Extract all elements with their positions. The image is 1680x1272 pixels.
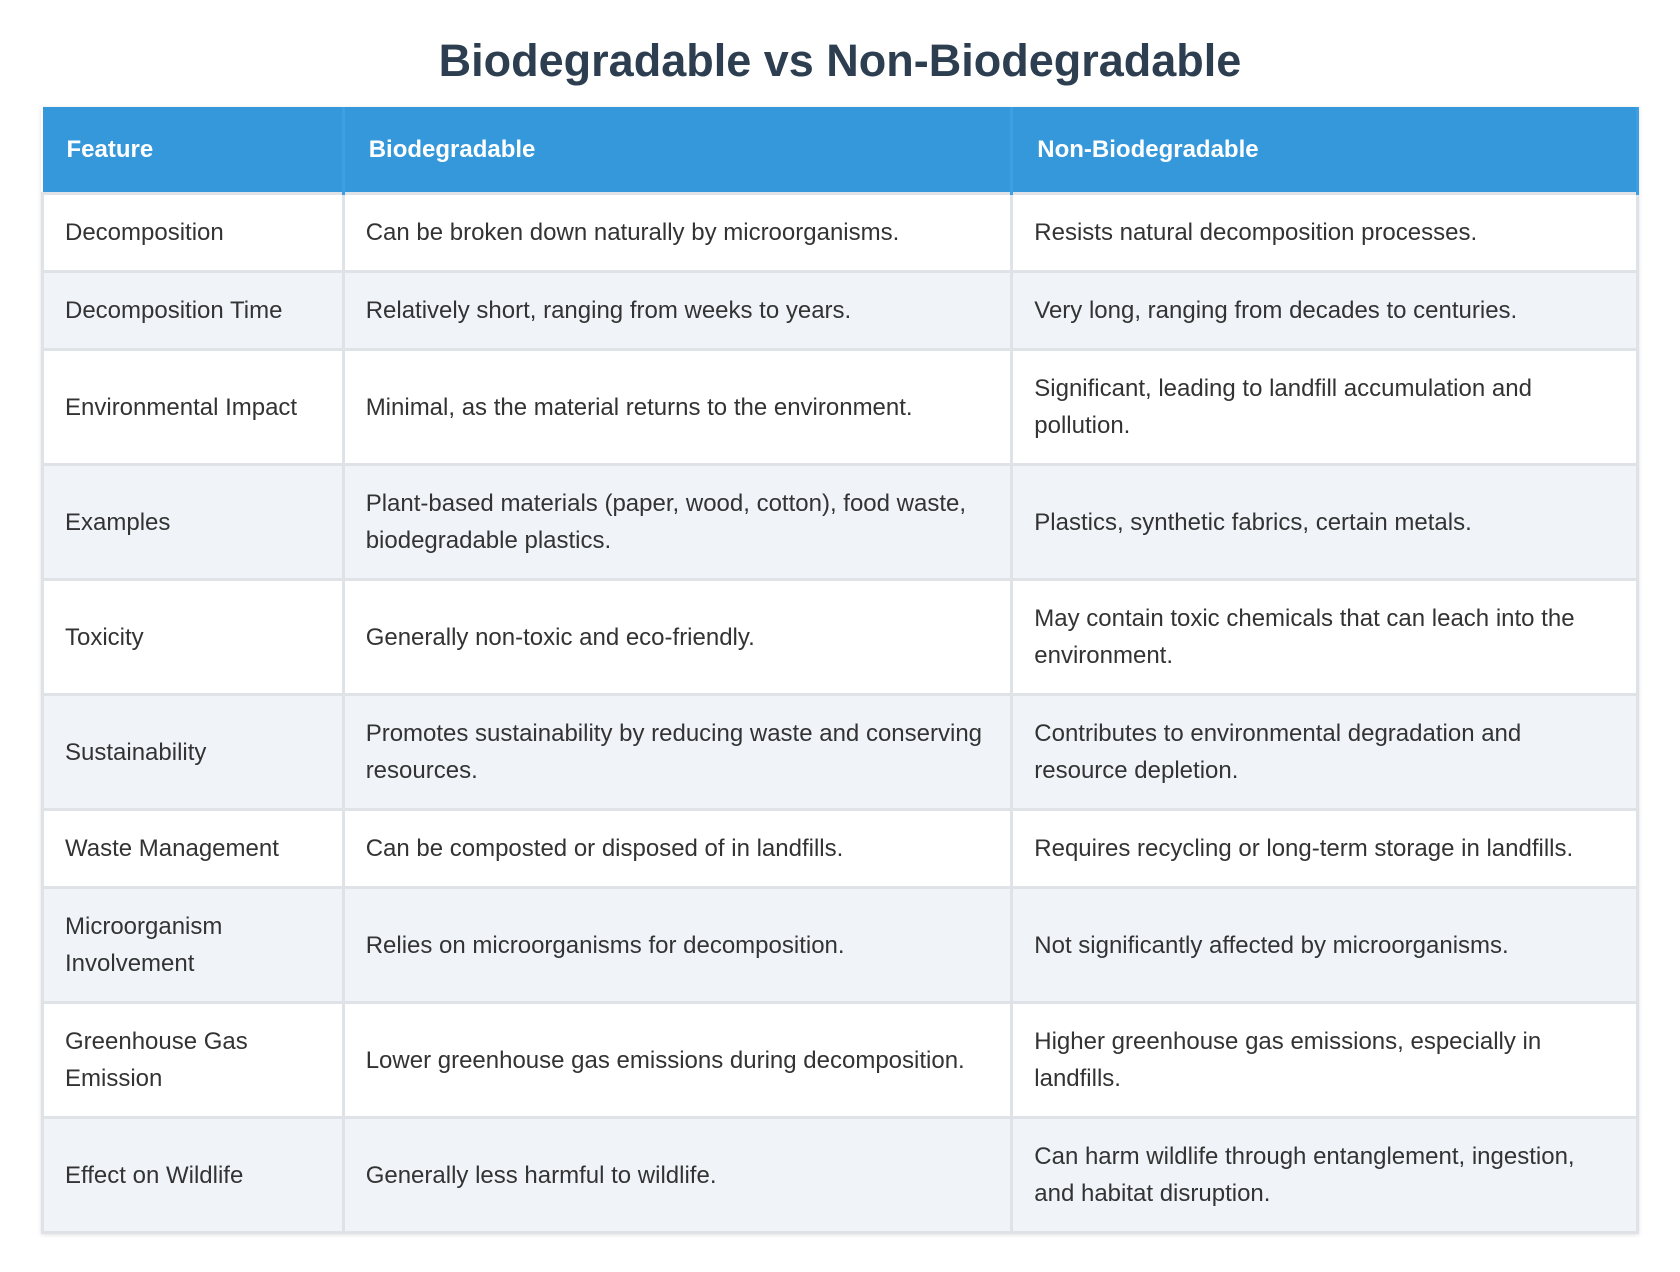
feature-cell: Waste Management <box>41 808 345 889</box>
feature-cell: Toxicity <box>41 578 345 696</box>
table-row: Examples Plant-based materials (paper, wo… <box>41 463 1639 581</box>
column-header: Feature <box>42 107 345 194</box>
page-title: Biodegradable vs Non-Biodegradable <box>438 35 1242 86</box>
feature-cell: Microorganism Involvement <box>41 886 345 1004</box>
column-header: Biodegradable <box>343 107 1014 194</box>
feature-cell: Environmental Impact <box>41 348 345 466</box>
table-cell: Can harm wildlife through entanglement, … <box>1010 1116 1639 1234</box>
table-cell: Relies on microorganisms for decompositi… <box>341 886 1014 1004</box>
column-header: Non-Biodegradable <box>1011 107 1639 194</box>
table-cell: Plastics, synthetic fabrics, certain met… <box>1010 463 1639 581</box>
table-cell: Contributes to environmental degradation… <box>1010 693 1639 811</box>
table-row: Decomposition Can be broken down naturall… <box>41 192 1639 273</box>
table-cell: Relatively short, ranging from weeks to … <box>341 270 1014 351</box>
table-cell: Very long, ranging from decades to centu… <box>1010 270 1639 351</box>
feature-cell: Decomposition Time <box>41 270 345 351</box>
table-cell: Can be broken down naturally by microorg… <box>341 192 1014 273</box>
table-row: Microorganism Involvement Relies on micro… <box>41 886 1639 1004</box>
table-cell: Higher greenhouse gas emissions, especia… <box>1010 1001 1639 1119</box>
table-cell: Lower greenhouse gas emissions during de… <box>341 1001 1014 1119</box>
feature-cell: Examples <box>41 463 345 581</box>
feature-cell: Decomposition <box>41 192 345 273</box>
table-cell: Promotes sustainability by reducing wast… <box>341 693 1014 811</box>
table-row: Environmental Impact Minimal, as the mate… <box>41 348 1639 466</box>
table-cell: Not significantly affected by microorgan… <box>1010 886 1639 1004</box>
table-row: Decomposition Time Relatively short, rang… <box>41 270 1639 351</box>
table-cell: Can be composted or disposed of in landf… <box>341 808 1014 889</box>
feature-cell: Greenhouse Gas Emission <box>41 1001 345 1119</box>
feature-cell: Sustainability <box>41 693 345 811</box>
table-cell: Generally non-toxic and eco-friendly. <box>341 578 1014 696</box>
header-row: Feature Biodegradable Non-Biodegradable <box>42 107 1639 194</box>
table-row: Toxicity Generally non-toxic and eco-frie… <box>41 578 1639 696</box>
table-cell: Requires recycling or long-term storage … <box>1010 808 1639 889</box>
table-row: Sustainability Promotes sustainability by… <box>41 693 1639 811</box>
feature-cell: Effect on Wildlife <box>41 1116 345 1234</box>
table-row: Effect on Wildlife Generally less harmful… <box>41 1116 1639 1234</box>
table-cell: Minimal, as the material returns to the … <box>341 348 1014 466</box>
table-cell: May contain toxic chemicals that can lea… <box>1010 578 1639 696</box>
table-row: Greenhouse Gas Emission Lower greenhouse … <box>41 1001 1639 1119</box>
table-cell: Generally less harmful to wildlife. <box>341 1116 1014 1234</box>
table-cell: Significant, leading to landfill accumul… <box>1010 348 1639 466</box>
table-cell: Plant-based materials (paper, wood, cott… <box>341 463 1014 581</box>
comparison-table: Feature Biodegradable Non-Biodegradable De… <box>41 107 1639 1234</box>
table-cell: Resists natural decomposition processes. <box>1010 192 1639 273</box>
table-row: Waste Management Can be composted or disp… <box>41 808 1639 889</box>
